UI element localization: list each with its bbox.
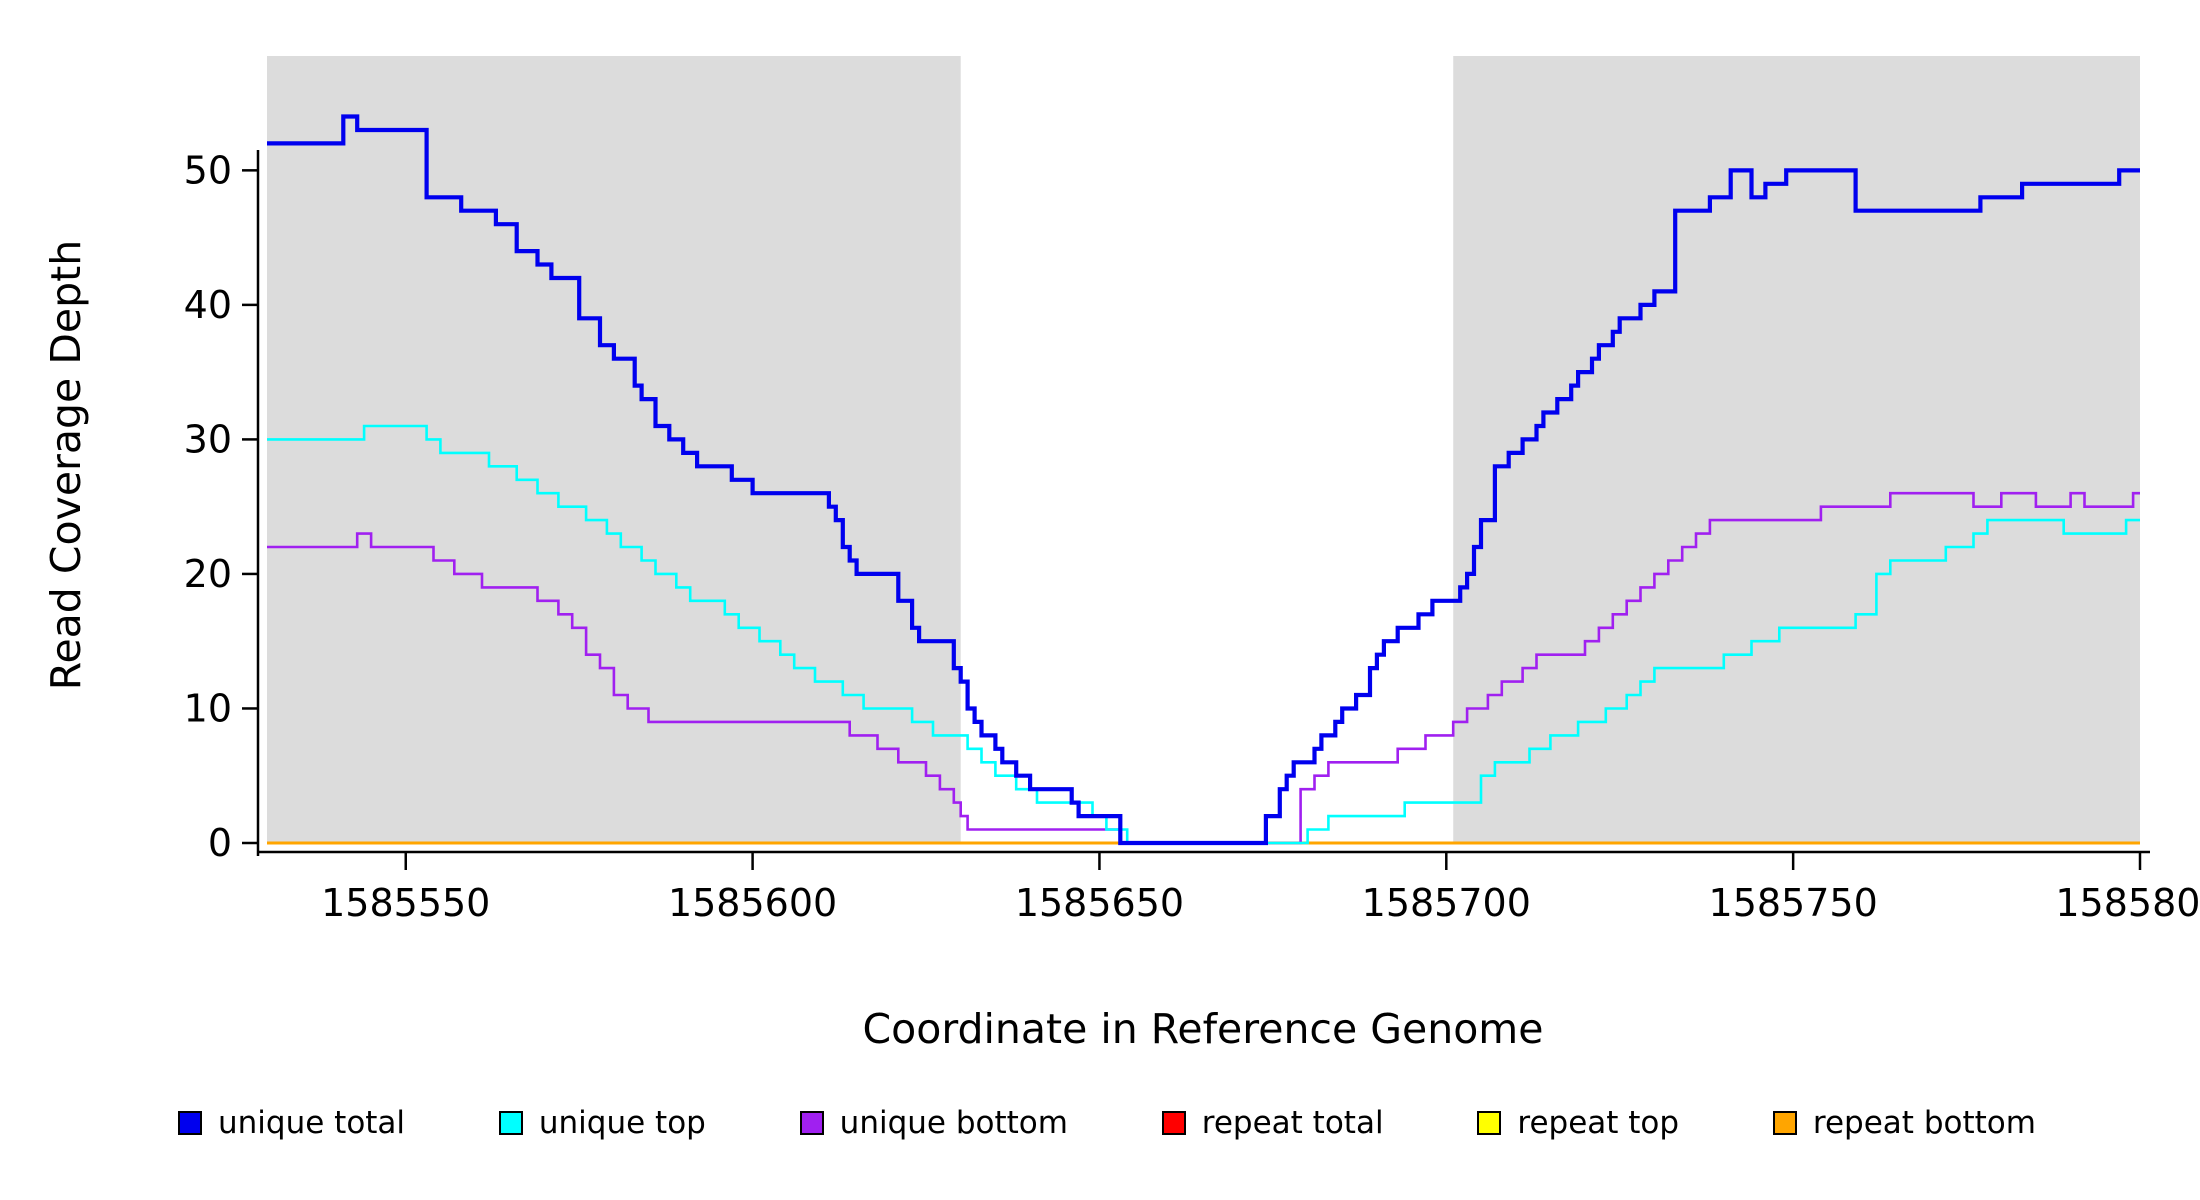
legend-label: unique total	[218, 1105, 406, 1141]
y-tick-label: 40	[184, 283, 232, 327]
x-tick-label: 1585700	[1362, 881, 1531, 925]
y-axis-title: Read Coverage Depth	[42, 239, 90, 691]
legend-item-unique-top: unique top	[498, 1105, 706, 1141]
legend-label: repeat total	[1201, 1105, 1384, 1141]
x-tick-label: 1585600	[668, 881, 837, 925]
legend-swatch-repeat-total	[1161, 1111, 1186, 1135]
x-tick-label: 1585800	[2055, 881, 2200, 925]
y-tick-label: 0	[208, 821, 232, 865]
x-tick-label: 1585650	[1015, 881, 1184, 925]
legend-item-repeat-bottom: repeat bottom	[1772, 1105, 2036, 1141]
shaded-region	[267, 56, 961, 843]
legend-swatch-repeat-bottom	[1772, 1111, 1797, 1135]
legend-swatch-unique-total	[178, 1111, 202, 1135]
series-line-unique-total	[267, 114, 2140, 846]
legend-label: unique bottom	[839, 1105, 1068, 1141]
x-tick-label: 1585550	[321, 881, 490, 925]
legend-swatch-unique-top	[498, 1111, 523, 1135]
series-line-unique-top	[267, 424, 2140, 845]
legend-item-unique-bottom: unique bottom	[799, 1105, 1068, 1141]
y-tick-label: 30	[184, 417, 232, 461]
legend-item-unique-total: unique total	[178, 1105, 405, 1141]
legend-swatch-repeat-top	[1477, 1111, 1502, 1135]
shaded-region	[1453, 56, 2140, 843]
y-tick-label: 10	[184, 686, 232, 730]
legend-item-repeat-top: repeat top	[1477, 1105, 1679, 1141]
y-tick-label: 20	[184, 552, 232, 596]
legend-label: unique top	[538, 1105, 706, 1141]
legend-swatch-unique-bottom	[799, 1111, 824, 1135]
legend-item-repeat-total: repeat total	[1161, 1105, 1384, 1141]
legend-label: repeat bottom	[1812, 1105, 2036, 1141]
y-tick-label: 50	[184, 148, 232, 192]
series-line-unique-bottom	[267, 491, 2140, 845]
x-axis-title: Coordinate in Reference Genome	[862, 1005, 1544, 1053]
x-tick-label: 1585750	[1709, 881, 1878, 925]
legend-label: repeat top	[1517, 1105, 1680, 1141]
legend: unique total unique top unique bottom repea…	[178, 1105, 2036, 1141]
